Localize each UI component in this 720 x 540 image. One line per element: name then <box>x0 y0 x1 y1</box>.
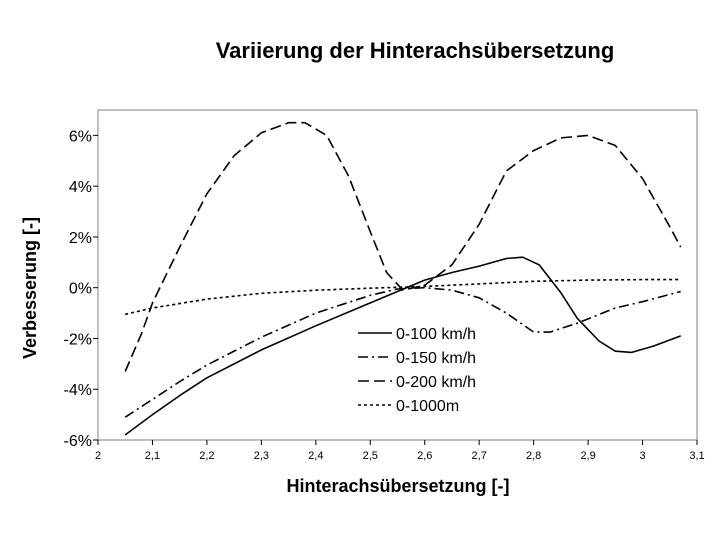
series-line-4 <box>125 278 681 316</box>
x-axis: 2 2,1 2,2 2,3 2,4 2,5 2,6 2,7 2,8 2,9 3 3,1 <box>95 440 705 462</box>
x-tick-label: 3,1 <box>689 450 704 462</box>
x-tick-label: 2 <box>95 450 101 462</box>
y-axis: -6% -4% -2% 0% 2% 4% 6% <box>64 128 98 450</box>
x-tick-label: 2,4 <box>308 450 323 462</box>
x-axis-title: Hinterachsübersetzung [-] <box>286 476 509 496</box>
series-line-3 <box>124 121 682 372</box>
series-line-1 <box>124 256 681 436</box>
y-tick-label: -4% <box>64 382 92 399</box>
x-tick-label: 2,7 <box>472 450 487 462</box>
x-tick-label: 2,8 <box>526 450 541 462</box>
y-tick-label: -2% <box>64 331 92 348</box>
x-tick-label: 2,2 <box>199 450 214 462</box>
chart-title: Variierung der Hinterachsübersetzung <box>216 38 615 63</box>
x-tick-label: 3 <box>639 450 645 462</box>
y-tick-label: 6% <box>69 128 92 145</box>
y-tick-label: 4% <box>69 179 92 196</box>
y-tick-label: 2% <box>69 230 92 247</box>
plot-area-border <box>97 109 698 441</box>
legend-label: 0-1000m <box>396 398 459 415</box>
legend: 0-100 km/h 0-150 km/h 0-200 km/h 0-1000m <box>358 326 476 415</box>
x-tick-label: 2,6 <box>417 450 432 462</box>
x-tick-label: 2,5 <box>363 450 378 462</box>
y-tick-label: 0% <box>69 281 92 298</box>
x-tick-label: 2,3 <box>254 450 269 462</box>
legend-label: 0-100 km/h <box>396 326 476 343</box>
series-line-2 <box>124 286 681 418</box>
y-tick-label: -6% <box>64 433 92 450</box>
legend-label: 0-200 km/h <box>396 374 476 391</box>
legend-label: 0-150 km/h <box>396 350 476 367</box>
x-tick-label: 2,1 <box>145 450 160 462</box>
series-layer <box>124 121 682 436</box>
plot-frame <box>97 109 698 441</box>
x-tick-label: 2,9 <box>580 450 595 462</box>
y-axis-title: Verbesserung [-] <box>20 217 40 359</box>
